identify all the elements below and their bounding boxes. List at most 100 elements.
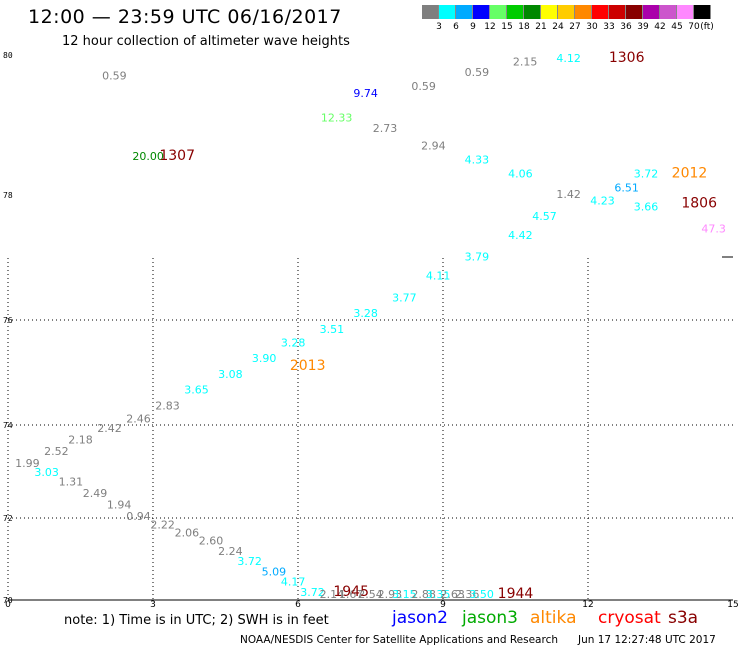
color-scale-label: 42 (654, 22, 666, 32)
wave-height-point: 0.59 (465, 66, 490, 79)
wave-height-point: 4.33 (465, 154, 490, 167)
wave-height-point: 3.50 (469, 588, 494, 601)
wave-height-point: 4.17 (281, 576, 306, 589)
wave-height-point: 2.52 (44, 445, 69, 458)
footer-timestamp: Jun 17 12:27:48 UTC 2017 (578, 634, 716, 646)
legend-item: jason2 (392, 608, 448, 628)
color-swatch (456, 5, 473, 19)
color-scale-label: 9 (470, 22, 476, 32)
wave-height-point: 3.35 (426, 588, 451, 601)
color-scale-label: 3 (436, 22, 442, 32)
wave-height-point: 0.59 (102, 70, 127, 83)
color-swatch (660, 5, 677, 19)
wave-height-point: 0.59 (411, 80, 436, 93)
color-scale-label: 21 (535, 22, 547, 32)
color-swatch (609, 5, 626, 19)
page-title: 12:00 — 23:59 UTC 06/16/2017 (28, 6, 342, 28)
color-swatch (541, 5, 558, 19)
pass-time-labels: 1306 1307 2012 1806 2013 1945 1944 (159, 50, 717, 602)
wave-height-point: 5.09 (262, 565, 287, 578)
wave-height-point: 4.42 (508, 229, 533, 242)
color-scale-labels: 3 6 9 12 15 18 21 24 27 30 33 36 39 42 45 70 (ft) (422, 22, 732, 34)
wave-height-point: 3.51 (320, 323, 345, 336)
wave-height-point: 2.36 (455, 588, 480, 601)
wave-height-point: 3.72 (634, 168, 659, 181)
color-scale-label: 18 (518, 22, 530, 32)
wave-height-point: 2.63 (440, 588, 465, 601)
color-scale-bar (422, 5, 711, 19)
wave-height-point: 2.22 (150, 518, 175, 531)
wave-height-point: 2.14 (320, 588, 345, 601)
wave-height-point: 2.24 (218, 545, 243, 558)
pass-time-label: 1306 (609, 50, 645, 66)
wave-height-point: 2.54 (358, 588, 383, 601)
wave-height-point: 2.83 (155, 399, 180, 412)
color-swatch (558, 5, 575, 19)
color-swatch (592, 5, 609, 19)
y-axis-label: 76 (3, 316, 13, 325)
x-axis-label: 3 (150, 600, 156, 610)
wave-height-point: 2.42 (97, 422, 122, 435)
color-scale-label: 36 (620, 22, 632, 32)
y-axis-label: 70 (3, 596, 13, 605)
color-scale-label: (ft) (700, 22, 714, 32)
color-swatch (677, 5, 694, 19)
footnote: note: 1) Time is in UTC; 2) SWH is in fe… (64, 613, 329, 628)
wave-height-point: 1.67 (339, 588, 364, 601)
wave-height-point: 0.94 (126, 510, 151, 523)
wave-height-point: 3.90 (252, 352, 277, 365)
wave-height-point: 4.11 (426, 269, 451, 282)
y-axis-label: 74 (3, 421, 13, 430)
wave-height-point: 3.77 (392, 291, 417, 304)
x-axis-label: 0 (5, 600, 11, 610)
footer-credit: NOAA/NESDIS Center for Satellite Applica… (240, 634, 558, 646)
color-scale-label: 45 (671, 22, 683, 32)
wave-height-point: 1.94 (107, 499, 132, 512)
x-axis-label: 9 (440, 600, 446, 610)
pass-time-label: 1806 (681, 196, 717, 212)
wave-height-point: 1.99 (15, 457, 40, 470)
wave-height-point: 3.66 (634, 201, 659, 214)
pass-time-label: 1944 (498, 586, 534, 602)
x-axis-label: 15 (727, 600, 739, 610)
page-subtitle: 12 hour collection of altimeter wave hei… (62, 34, 350, 49)
wave-height-point: 2.18 (68, 434, 93, 447)
color-scale-label: 33 (603, 22, 615, 32)
wave-height-point: 3.72 (300, 586, 325, 599)
wave-height-point: 3.15 (392, 588, 417, 601)
legend-item: s3a (668, 608, 699, 628)
legend-item: cryosat (598, 608, 661, 628)
color-swatch (507, 5, 524, 19)
color-swatch (626, 5, 643, 19)
wave-height-point: 2.15 (513, 56, 538, 69)
pass-time-label: 1307 (159, 148, 195, 164)
legend-item: jason3 (462, 608, 518, 628)
color-scale-label: 70 (688, 22, 700, 32)
wave-height-point: 4.23 (590, 194, 615, 207)
map-grid (7, 258, 733, 601)
color-scale-label: 30 (586, 22, 598, 32)
wave-height-point: 3.79 (465, 251, 490, 264)
color-swatch (575, 5, 592, 19)
pass-time-label: 1945 (333, 584, 369, 600)
color-swatch (422, 5, 439, 19)
wave-height-point: 47.3 (701, 223, 726, 236)
y-axis-label: 72 (3, 514, 13, 523)
color-swatch (439, 5, 456, 19)
color-swatch (694, 5, 711, 19)
pass-time-label: 2012 (672, 166, 708, 182)
color-swatch (490, 5, 507, 19)
legend-item: altika (530, 608, 577, 628)
wave-height-point: 2.46 (126, 412, 151, 425)
color-scale-label: 39 (637, 22, 649, 32)
wave-height-point: 2.06 (175, 526, 200, 539)
wave-height-point: 2.60 (199, 535, 224, 548)
color-scale-label: 6 (453, 22, 459, 32)
wave-height-point: 3.08 (218, 368, 243, 381)
color-swatch (524, 5, 541, 19)
wave-height-point: 2.88 (411, 588, 436, 601)
color-swatch (643, 5, 660, 19)
wave-height-point: 3.03 (34, 466, 59, 479)
